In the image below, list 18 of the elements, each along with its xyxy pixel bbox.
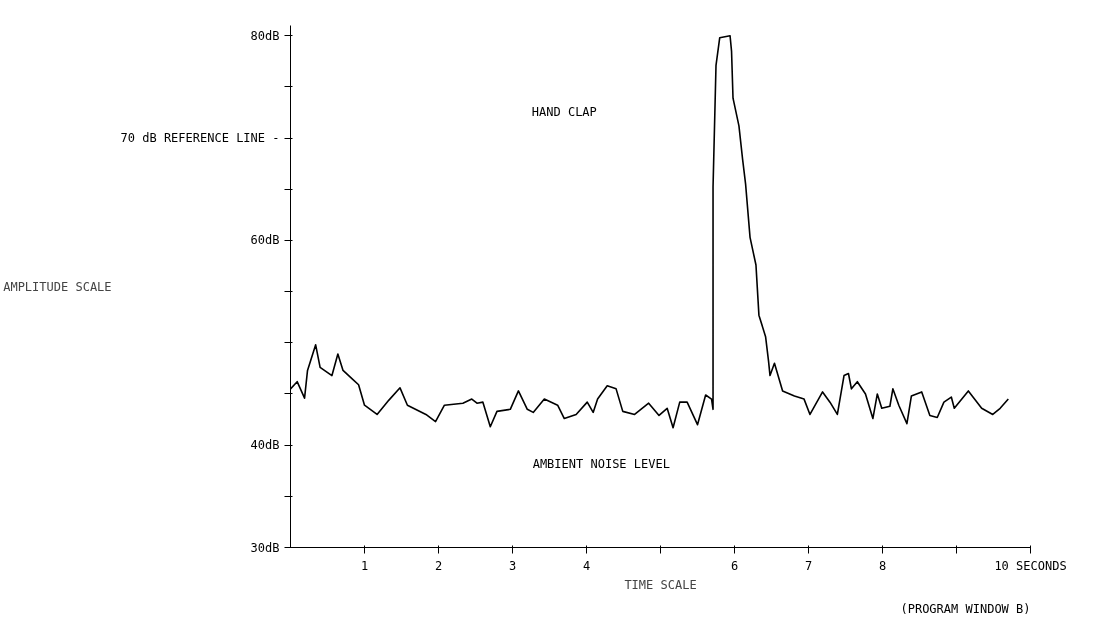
x-axis-title: TIME SCALE [624,577,697,592]
x-tick-label: 1 [360,558,369,573]
x-tick-label: 4 [582,558,591,573]
y-axis-title: AMPLITUDE SCALE [3,279,112,294]
x-tick-label: 2 [434,558,443,573]
y-tick-label: 70 dB REFERENCE LINE - [120,131,280,146]
annotation: AMBIENT NOISE LEVEL [532,456,670,471]
x-tick-label: 6 [730,558,739,573]
x-tick-label: 10 SECONDS [994,558,1067,573]
y-tick-label: 40dB [250,438,280,453]
text: (PROGRAM WINDOW B) [900,601,1031,616]
annotation: HAND CLAP [531,104,597,119]
y-tick-label: 30dB [250,540,280,555]
x-tick-label: 8 [878,558,887,573]
x-tick-label: 3 [508,558,517,573]
y-tick-label: 60dB [250,233,280,248]
x-tick-label: 7 [804,558,813,573]
y-tick-label: 80dB [250,28,280,43]
